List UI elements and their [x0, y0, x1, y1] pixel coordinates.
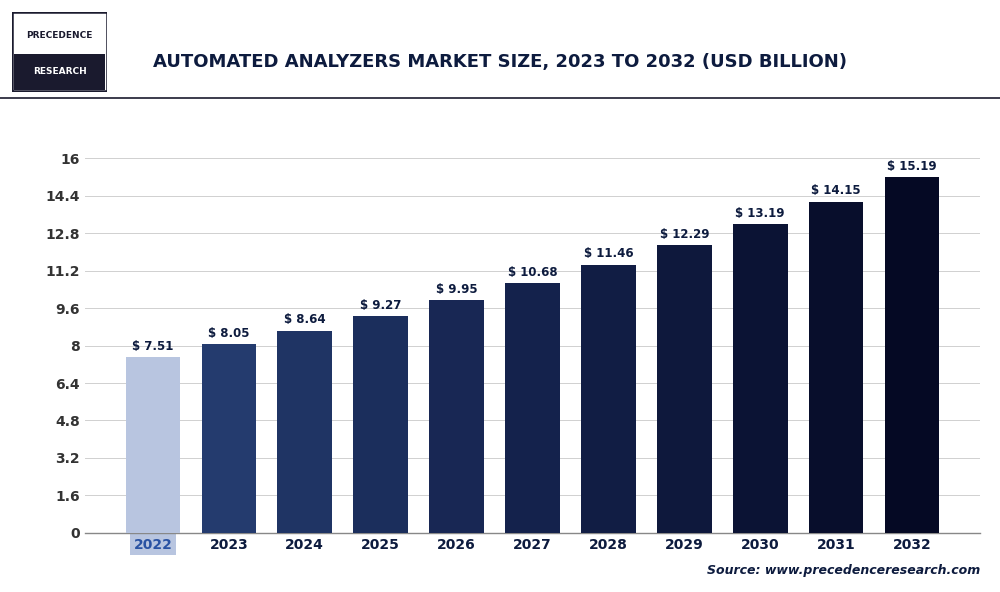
Text: $ 12.29: $ 12.29: [660, 228, 709, 241]
Bar: [505, 283, 560, 533]
FancyBboxPatch shape: [14, 54, 105, 90]
Bar: [581, 265, 636, 533]
Text: $ 13.19: $ 13.19: [735, 207, 785, 220]
Bar: [657, 245, 712, 533]
Text: $ 15.19: $ 15.19: [887, 160, 937, 173]
Bar: [353, 316, 408, 533]
Text: $ 7.51: $ 7.51: [132, 340, 174, 353]
Text: Source: www.precedenceresearch.com: Source: www.precedenceresearch.com: [707, 564, 980, 577]
Bar: [809, 202, 863, 533]
Text: $ 8.05: $ 8.05: [208, 327, 250, 340]
Bar: [885, 177, 939, 533]
Bar: [733, 224, 788, 533]
Text: $ 9.27: $ 9.27: [360, 298, 401, 311]
Text: RESEARCH: RESEARCH: [33, 67, 86, 76]
FancyBboxPatch shape: [12, 12, 107, 91]
Text: $ 9.95: $ 9.95: [436, 283, 477, 296]
Text: $ 8.64: $ 8.64: [284, 313, 326, 326]
Bar: [126, 357, 180, 533]
Text: $ 10.68: $ 10.68: [508, 266, 557, 279]
Bar: [202, 345, 256, 533]
Bar: [277, 330, 332, 533]
Text: AUTOMATED ANALYZERS MARKET SIZE, 2023 TO 2032 (USD BILLION): AUTOMATED ANALYZERS MARKET SIZE, 2023 TO…: [153, 53, 847, 71]
Text: $ 11.46: $ 11.46: [584, 247, 633, 260]
Text: PRECEDENCE: PRECEDENCE: [26, 31, 93, 40]
Text: $ 14.15: $ 14.15: [811, 185, 861, 197]
Bar: [429, 300, 484, 533]
